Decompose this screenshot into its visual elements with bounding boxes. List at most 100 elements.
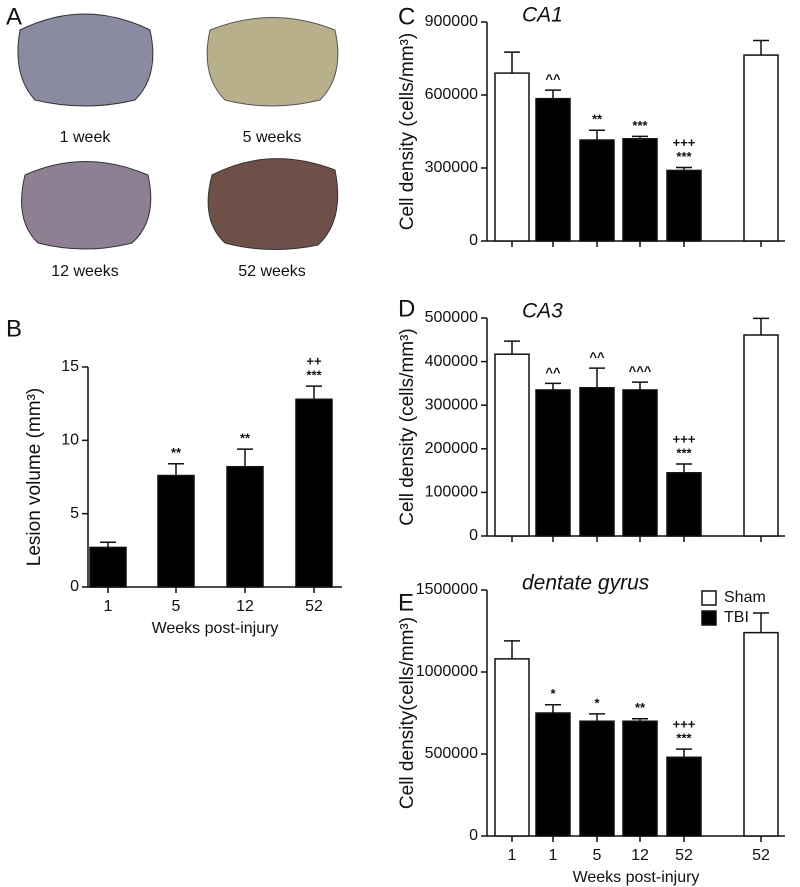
image-caption: 1 week bbox=[60, 129, 112, 146]
bar bbox=[666, 169, 702, 242]
chart-panel: D CA3 Cell density (cells/mm³) 0 100000 20000… bbox=[397, 295, 785, 544]
y-tick-label: 500000 bbox=[425, 745, 478, 762]
y-tick-label: 1500000 bbox=[416, 581, 478, 598]
significance-mark: *** bbox=[676, 445, 692, 460]
x-tick-label: 5 bbox=[593, 847, 602, 864]
x-tick-label: 1 bbox=[104, 598, 113, 615]
significance-mark: *** bbox=[632, 118, 648, 133]
error-bar bbox=[168, 463, 184, 476]
significance-mark: +++ bbox=[673, 135, 696, 150]
significance-mark: * bbox=[594, 695, 600, 710]
significance-mark: *** bbox=[676, 149, 692, 164]
bar bbox=[295, 398, 333, 588]
y-tick-label: 10 bbox=[61, 432, 79, 449]
bar bbox=[743, 54, 779, 242]
panel-label: B bbox=[6, 315, 22, 342]
bar bbox=[226, 465, 264, 588]
bar bbox=[579, 387, 615, 537]
chart-panel: C CA1 Cell density (cells/mm³) 0 300000 60000… bbox=[397, 3, 785, 249]
significance-mark: ^^ bbox=[545, 365, 561, 380]
chart-title: CA1 bbox=[522, 4, 563, 27]
significance-mark: +++ bbox=[673, 717, 696, 732]
y-tick-label: 15 bbox=[61, 358, 79, 375]
significance-mark: ^^ bbox=[589, 350, 605, 365]
bar bbox=[89, 546, 127, 588]
error-bar bbox=[676, 748, 692, 758]
y-tick-label: 500000 bbox=[425, 309, 478, 326]
y-tick-label: 100000 bbox=[425, 484, 478, 501]
y-tick-label: 400000 bbox=[425, 353, 478, 370]
x-tick-label: 5 bbox=[172, 598, 181, 615]
bar bbox=[622, 138, 658, 242]
significance-mark: *** bbox=[676, 731, 692, 746]
error-bar bbox=[504, 340, 520, 355]
error-bar bbox=[504, 640, 520, 659]
x-tick-label: 1 bbox=[549, 847, 558, 864]
bar bbox=[579, 720, 615, 837]
x-tick-label: 12 bbox=[236, 598, 254, 615]
image-caption: 12 weeks bbox=[51, 263, 119, 280]
error-bar bbox=[753, 39, 769, 56]
y-axis-label: Lesion volume (mm³) bbox=[24, 388, 45, 566]
y-axis-label: Cell density(cells/mm³) bbox=[397, 617, 418, 809]
significance-mark: ^^ bbox=[545, 72, 561, 87]
chart-title: CA3 bbox=[522, 300, 563, 323]
brain-image bbox=[21, 161, 152, 250]
bar bbox=[666, 472, 702, 537]
significance-mark: ** bbox=[171, 445, 182, 460]
bar bbox=[494, 658, 530, 837]
x-tick-label: 52 bbox=[752, 847, 770, 864]
significance-mark: +++ bbox=[673, 431, 696, 446]
brain-image bbox=[17, 13, 154, 107]
significance-mark: * bbox=[550, 686, 556, 701]
error-bar bbox=[545, 89, 561, 99]
bar bbox=[743, 334, 779, 537]
y-tick-label: 0 bbox=[469, 232, 478, 249]
bar bbox=[494, 72, 530, 242]
significance-mark: ** bbox=[592, 112, 603, 127]
error-bar bbox=[237, 448, 253, 467]
y-axis-label: Cell density (cells/mm³) bbox=[397, 328, 418, 525]
legend-swatch bbox=[701, 610, 717, 626]
x-tick-label: 12 bbox=[631, 847, 649, 864]
panel-label: E bbox=[398, 589, 414, 616]
significance-mark: *** bbox=[306, 368, 322, 383]
x-axis-label: Weeks post-injury bbox=[152, 620, 279, 637]
bar bbox=[666, 756, 702, 837]
bar bbox=[535, 712, 571, 837]
y-tick-label: 0 bbox=[469, 527, 478, 544]
image-caption: 52 weeks bbox=[238, 263, 306, 280]
legend-label: Sham bbox=[724, 589, 766, 606]
bar bbox=[743, 631, 779, 837]
x-tick-label: 1 bbox=[508, 847, 517, 864]
bar bbox=[494, 353, 530, 537]
bar bbox=[622, 720, 658, 837]
y-tick-label: 1000000 bbox=[416, 663, 478, 680]
y-tick-label: 200000 bbox=[425, 440, 478, 457]
legend-label: TBI bbox=[724, 609, 749, 626]
error-bar bbox=[589, 367, 605, 388]
y-tick-label: 300000 bbox=[425, 159, 478, 176]
panel-label: C bbox=[398, 3, 415, 30]
y-tick-label: 900000 bbox=[425, 13, 478, 30]
x-tick-label: 52 bbox=[675, 847, 693, 864]
panel-label: D bbox=[398, 295, 415, 322]
legend-swatch bbox=[701, 590, 717, 606]
bar bbox=[157, 474, 195, 588]
error-bar bbox=[100, 541, 116, 548]
error-bar bbox=[504, 51, 520, 74]
brain-image bbox=[206, 17, 339, 107]
bar bbox=[579, 139, 615, 242]
error-bar bbox=[632, 135, 648, 139]
error-bar bbox=[753, 317, 769, 336]
x-tick-label: 52 bbox=[305, 598, 323, 615]
y-axis-label: Cell density (cells/mm³) bbox=[397, 33, 418, 230]
brain-sections: A 1 week 5 weeks 12 weeks 52 weeks bbox=[6, 3, 339, 280]
error-bar bbox=[545, 382, 561, 390]
bar bbox=[535, 97, 571, 242]
y-tick-label: 5 bbox=[70, 505, 79, 522]
x-axis-label: Weeks post-injury bbox=[573, 869, 700, 886]
significance-mark: ^^^ bbox=[629, 364, 652, 379]
error-bar bbox=[753, 612, 769, 633]
